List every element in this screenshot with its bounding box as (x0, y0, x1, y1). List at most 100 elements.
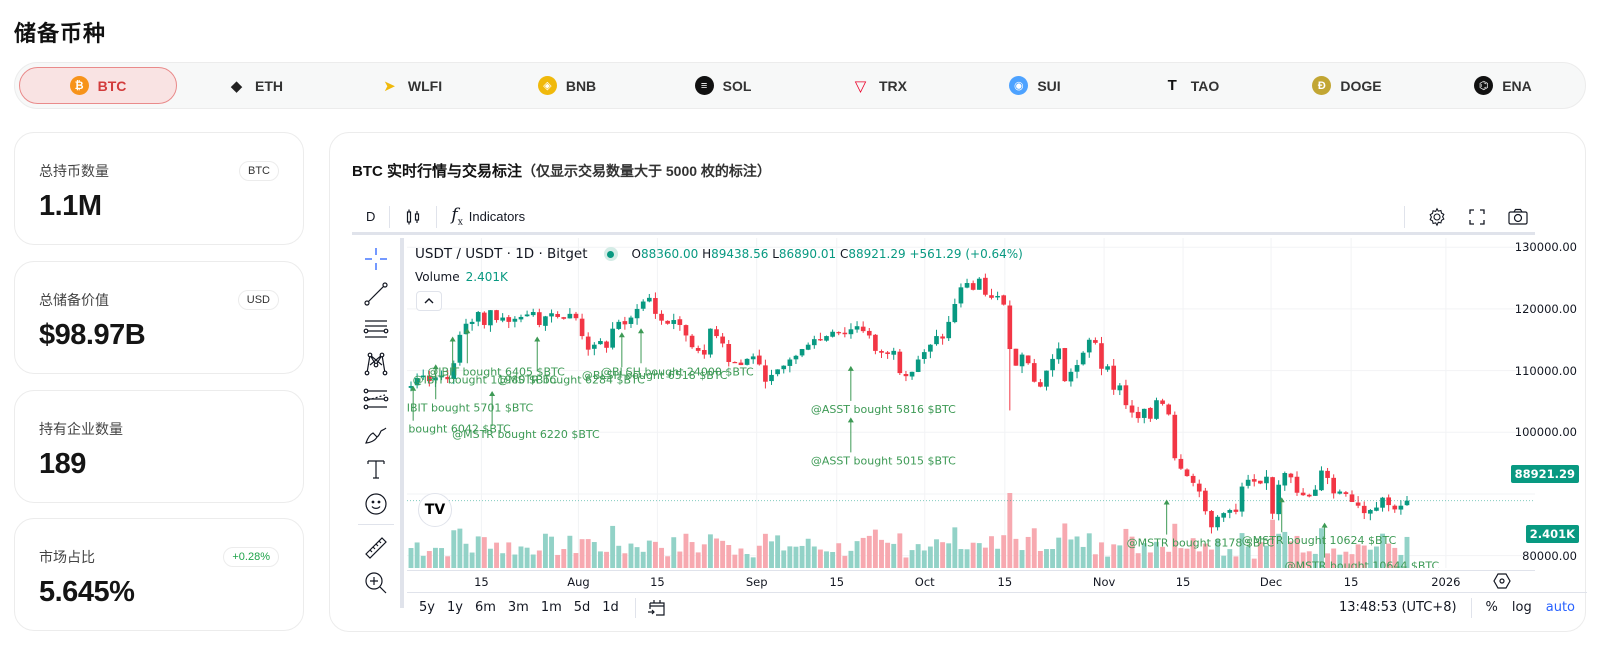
settings-gear-icon[interactable] (1427, 207, 1447, 227)
stat-value: 189 (39, 448, 86, 480)
ethena-icon: ⌬ (1474, 76, 1494, 95)
trade-annotation: @BLSH bought 24000 $BTC (601, 365, 754, 378)
prediction-icon (363, 386, 389, 412)
measure-tool[interactable] (361, 533, 391, 563)
coin-tab-btc[interactable]: ₿ BTC (19, 67, 177, 104)
tao-icon: T (1167, 77, 1177, 94)
auto-scale-toggle[interactable]: auto (1545, 600, 1575, 615)
coin-tab-sol[interactable]: ≡ SOL (645, 67, 801, 104)
trend-line-tool[interactable] (361, 279, 391, 309)
divider (1470, 597, 1472, 618)
coin-tab-sui[interactable]: ◉ SUI (957, 67, 1113, 104)
bnb-icon: ◈ (537, 76, 557, 95)
range-button-6m[interactable]: 6m (474, 600, 496, 615)
coin-tab-label: ENA (1502, 77, 1532, 94)
stat-card: 总储备价值 $98.97B USD (14, 261, 304, 374)
time-axis[interactable]: 15 Aug 15 Sep 15 Oct 15 Nov 15 Dec 15 2026 (407, 570, 1535, 592)
stat-card: 市场占比 5.645% +0.28% (14, 518, 304, 631)
time-tick: Dec (1259, 575, 1283, 589)
coin-tab-label: BNB (565, 77, 597, 94)
coin-tab-label: SOL (722, 77, 752, 94)
range-button-5d[interactable]: 5d (573, 600, 591, 615)
interval-button[interactable]: D (352, 206, 389, 228)
goto-date-icon[interactable] (646, 597, 668, 619)
bottom-toolbar: 5y 1y 6m 3m 1m 5d 1d 13:48:53 (UTC+8) % log au… (407, 592, 1587, 622)
hexagon-settings-icon (1493, 572, 1511, 590)
trade-annotation: @MSTR bought 6284 $BTC (497, 374, 645, 387)
coin-tab-wlfi[interactable]: ➤ WLFI (333, 67, 489, 104)
dogecoin-icon: Ð (1312, 76, 1332, 95)
high-value: 89438.56 (711, 247, 769, 261)
range-button-1m[interactable]: 1m (540, 600, 562, 615)
forecast-tool[interactable] (361, 384, 391, 414)
function-icon: fx (451, 205, 463, 228)
time-tick: Sep (745, 575, 768, 589)
brush-tool[interactable] (361, 419, 391, 449)
trade-annotation: @MSTR bought 8178 $BTC (1127, 537, 1275, 550)
axis-settings-button[interactable] (1492, 570, 1512, 592)
coin-tab-label: BTC (97, 77, 127, 94)
ruler-icon (363, 535, 389, 561)
fib-tool[interactable] (361, 314, 391, 344)
coin-tab-ena[interactable]: ⌬ ENA (1425, 67, 1581, 104)
clock-display[interactable]: 13:48:53 (UTC+8) (1338, 600, 1457, 615)
price-pane[interactable]: @IBIT bought 6405 $BTC @IBIT bought 11980… (407, 238, 1535, 568)
price-axis[interactable]: 80000.00 100000.00 110000.00 120000.00 13000… (1510, 238, 1587, 568)
coin-tab-doge[interactable]: Ð DOGE (1269, 67, 1425, 104)
low-label: L (772, 247, 779, 261)
chart-type-button[interactable] (390, 206, 436, 228)
collapse-legend-button[interactable] (416, 291, 442, 311)
coin-tab-tao[interactable]: T TAO (1113, 67, 1269, 104)
coin-tab-label: SUI (1037, 77, 1061, 94)
camera-icon[interactable] (1507, 207, 1529, 227)
ohlc-values: O88360.00 H89438.56 L86890.01 C88921.29 … (632, 247, 1023, 261)
stat-label: 总持币数量 (39, 163, 109, 179)
zoom-in-tool[interactable] (361, 568, 391, 598)
trend-line-icon (363, 281, 389, 307)
trade-annotation: @MSTR bought 6220 $BTC (452, 428, 600, 441)
coin-tab-trx[interactable]: ▽ TRX (801, 67, 957, 104)
coin-tab-bnb[interactable]: ◈ BNB (489, 67, 645, 104)
divider (436, 205, 438, 228)
indicators-label: Indicators (468, 209, 526, 224)
chart-title-text: BTC 实时行情与交易标注 (352, 163, 522, 180)
stat-badge: BTC (239, 161, 279, 181)
range-button-1y[interactable]: 1y (446, 600, 463, 615)
log-scale-toggle[interactable]: log (1511, 600, 1532, 615)
fullscreen-icon[interactable] (1467, 207, 1487, 227)
coin-selector: ₿ BTC ◆ ETH ➤ WLFI ◈ BNB ≡ SOL ▽ TRX ◉ SUI T TAO Ð DOGE ⌬ E… (14, 62, 1586, 109)
emoji-tool[interactable] (361, 489, 391, 519)
pattern-tool[interactable] (361, 349, 391, 379)
coin-tab-eth[interactable]: ◆ ETH (177, 67, 333, 104)
price-tick: 120000.00 (1514, 301, 1577, 316)
ethereum-icon: ◆ (230, 77, 243, 95)
trade-annotation: @IBIT bought 11980 $BTC (413, 374, 558, 387)
crosshair-tool[interactable] (361, 244, 391, 274)
trade-annotation: @BLSH bought 6518 $BTC (582, 369, 728, 382)
horizontal-lines-icon (363, 316, 389, 342)
stat-badge: +0.28% (223, 547, 279, 567)
text-tool[interactable] (361, 454, 391, 484)
pattern-icon (363, 351, 389, 377)
range-button-5y[interactable]: 5y (419, 600, 435, 615)
low-value: 86890.01 (778, 247, 837, 261)
coin-tab-label: WLFI (407, 77, 443, 94)
page-title: 储备币种 (14, 21, 107, 46)
candlestick-chart: @IBIT bought 6405 $BTC@IBIT bought 11980… (407, 238, 1535, 568)
stat-label: 市场占比 (39, 549, 95, 565)
price-tick: 130000.00 (1514, 240, 1577, 255)
range-button-1d[interactable]: 1d (602, 600, 619, 615)
range-button-3m[interactable]: 3m (507, 600, 529, 615)
close-value: 88921.29 (848, 247, 906, 261)
chart-card: BTC 实时行情与交易标注（仅显示交易数量大于 5000 枚的标注） D fx … (329, 132, 1587, 632)
chevron-up-icon (424, 298, 434, 304)
stat-value: $98.97B (39, 319, 146, 351)
smiley-icon (363, 491, 389, 517)
tradingview-logo[interactable]: TV (418, 493, 452, 527)
percent-scale-toggle[interactable]: % (1485, 600, 1498, 615)
sui-icon: ◉ (1009, 76, 1029, 95)
coin-tab-label: ETH (255, 77, 283, 94)
tron-icon: ▽ (854, 77, 867, 95)
indicators-button[interactable]: fx Indicators (437, 205, 539, 228)
candles-icon (404, 208, 422, 226)
